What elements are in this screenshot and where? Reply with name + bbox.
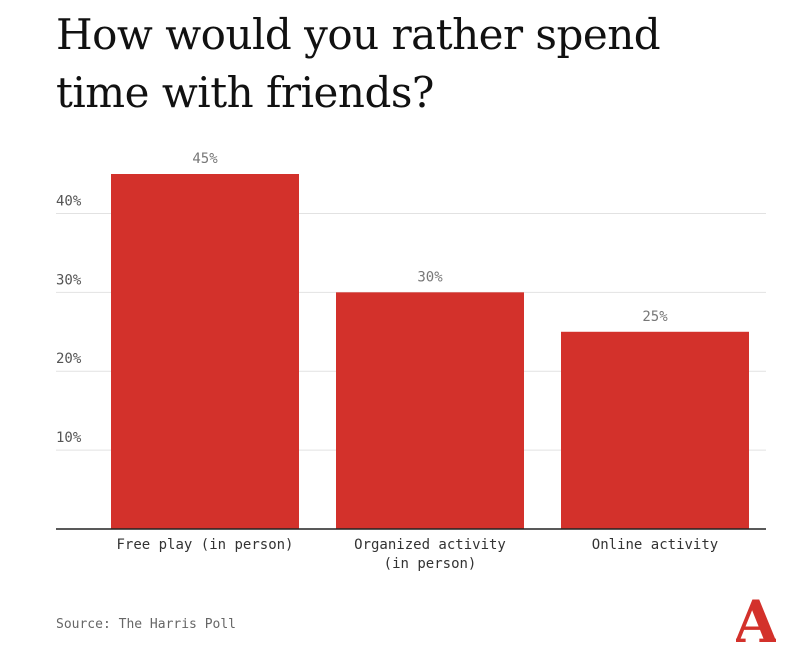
y-tick-label: 10% — [56, 430, 82, 446]
value-label: 45% — [192, 151, 218, 167]
y-tick-label: 20% — [56, 351, 82, 367]
value-label: 25% — [642, 309, 668, 325]
y-tick-label: 30% — [56, 272, 82, 288]
brand-logo: A — [736, 590, 776, 650]
y-tick-label: 40% — [56, 193, 82, 209]
bar — [111, 174, 299, 529]
category-label: Organized activity (in person) — [354, 537, 506, 572]
labels: 10% 20% 30% 40% 45% Free play (in person) 30% O… — [56, 151, 718, 572]
source-note: Source: The Harris Poll — [56, 617, 237, 632]
value-label: 30% — [417, 269, 443, 285]
category-label: Free play (in person) — [116, 537, 293, 553]
chart-title: How would you rather spend time with fri… — [56, 10, 661, 117]
brand-logo-letter: A — [736, 590, 776, 650]
category-label: Online activity — [592, 537, 718, 553]
bar — [561, 331, 749, 529]
bars — [111, 174, 749, 529]
bar — [336, 292, 524, 529]
